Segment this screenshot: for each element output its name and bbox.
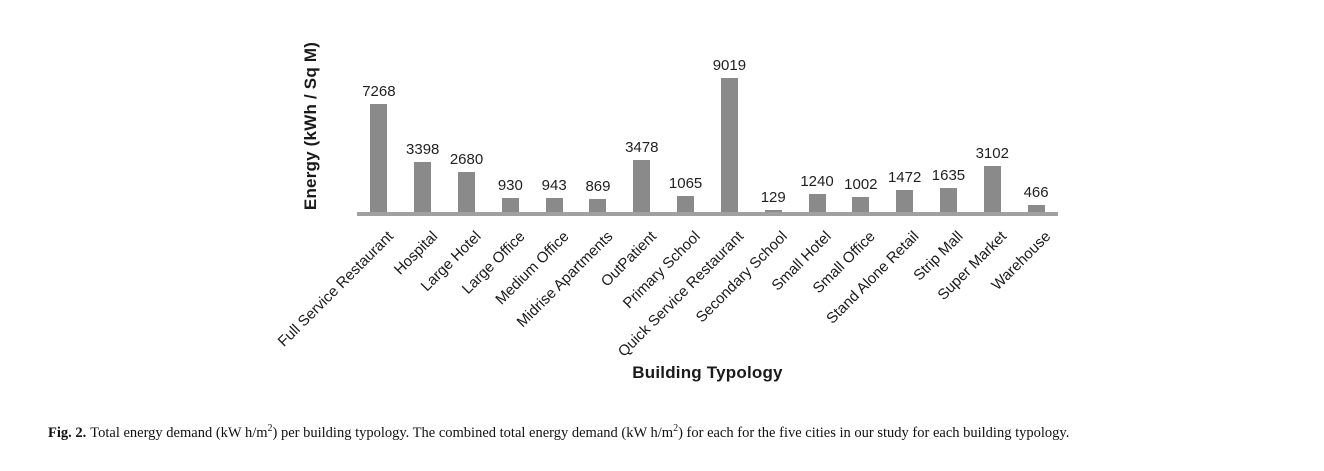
bar: [677, 196, 695, 212]
bar-value-label: 1472: [887, 169, 922, 187]
bar-group: 466 Warehouse: [988, 40, 1058, 294]
bar: [852, 197, 870, 212]
figure-caption-text: Total energy demand (kW h/m: [90, 424, 268, 441]
bar: [501, 198, 519, 212]
x-axis-title: Building Typology: [632, 363, 783, 382]
plot-area: 7268 Full Service Restaurant 3398 Hospital 2…: [275, 40, 1058, 360]
bar-value-label: 1240: [800, 172, 834, 190]
bar: [764, 210, 782, 212]
bar-group: 7268 Full Service Restaurant: [275, 40, 401, 350]
bar-group: 943 Medium Office: [492, 40, 576, 308]
bar-group: 1002 Small Office: [810, 40, 883, 297]
figure-caption-text: ) for each for the five cities in our st…: [678, 424, 1070, 441]
bar-value-label: 1635: [931, 166, 966, 184]
category-label: Full Service Restaurant: [274, 228, 397, 351]
bar-group: 1240 Small Hotel: [769, 40, 839, 295]
bar-value-label: 7268: [362, 83, 396, 100]
bar-group: 9019 Quick Service Restaurant: [615, 40, 752, 360]
bar: [1027, 205, 1045, 212]
bar-value-label: 3398: [406, 140, 440, 158]
caption-superscript: 2: [673, 422, 679, 434]
y-axis-title: Energy (kWh / Sq M): [301, 41, 320, 211]
bar: [545, 198, 563, 212]
bar: [414, 161, 432, 212]
bar: [589, 199, 607, 212]
bar-value-label: 3102: [975, 144, 1009, 162]
bar-value-label: 129: [760, 189, 786, 207]
bar: [939, 187, 957, 212]
bar-group: 129 Secondary School: [693, 40, 795, 326]
bar-value-label: 943: [541, 177, 567, 194]
bar-group: 1065 Primary School: [620, 40, 708, 312]
bar: [983, 165, 1001, 212]
bar-value-label: 2680: [449, 151, 484, 169]
bar-value-label: 3478: [625, 139, 659, 157]
bar-group: 930 Large Office: [459, 40, 532, 297]
bar-group: 3398 Hospital: [390, 40, 445, 279]
category-label: Primary School: [619, 228, 704, 312]
bar-group: 1635 Strip Mall: [910, 40, 971, 285]
bar-group: 869 Midrise Apartments: [513, 40, 620, 331]
figure-caption-text: ) per building typology. The combined to…: [272, 424, 674, 441]
bar-group: 2680 Large Hotel: [418, 40, 489, 295]
bar-value-label: 869: [585, 178, 611, 196]
bar-value-label: 1065: [668, 175, 703, 193]
figure-caption-label: Fig. 2.: [48, 424, 87, 441]
caption-superscript: 2: [267, 422, 273, 434]
bar: [458, 172, 476, 212]
bar: [896, 190, 914, 212]
bar: [370, 104, 388, 212]
bar-group: 1472 Stand Alone Retail: [823, 40, 927, 327]
bar-group: 3478 OutPatient: [598, 40, 664, 290]
bar: [808, 193, 826, 212]
bar-group: 3102 Super Market: [935, 40, 1014, 304]
figure-caption: Fig. 2. Total energy demand (kW h/m2) per…: [48, 422, 1288, 443]
bar-value-label: 466: [1023, 184, 1049, 202]
bar: [720, 78, 738, 212]
bar-value-label: 1002: [844, 176, 878, 194]
bar-value-label: 9019: [712, 57, 747, 74]
bar-value-label: 930: [497, 177, 523, 195]
bar: [633, 160, 651, 212]
